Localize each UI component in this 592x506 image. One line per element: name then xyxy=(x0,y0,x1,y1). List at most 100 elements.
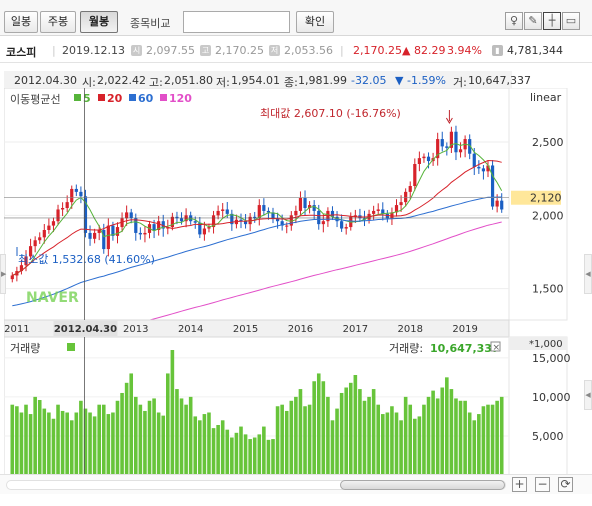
volume-bar xyxy=(326,396,330,474)
volume-bar xyxy=(120,392,124,474)
volume-bar xyxy=(358,389,362,474)
candle-body xyxy=(326,210,330,222)
candle-body xyxy=(170,216,174,228)
scroll-track[interactable] xyxy=(6,480,506,490)
change-value: 82.29 xyxy=(414,44,446,57)
volume-bar xyxy=(394,412,399,474)
candle-body xyxy=(472,153,476,167)
candle-body xyxy=(390,212,394,219)
candle-body xyxy=(157,221,161,230)
volume-unit-box xyxy=(509,337,567,350)
volume-current-value: 10,647,337 xyxy=(430,342,500,355)
volume-bar xyxy=(390,406,394,474)
volume-close-icon[interactable] xyxy=(490,341,501,352)
volume-bar xyxy=(330,420,335,474)
price-tick-label: 2,500 xyxy=(532,136,564,149)
candle-body xyxy=(340,221,344,229)
zoom-in-button[interactable]: + xyxy=(512,477,527,492)
volume-bar xyxy=(248,439,252,474)
reset-button[interactable]: ⟳ xyxy=(558,477,573,492)
ma5-line xyxy=(12,142,503,276)
crosshair-date-box xyxy=(53,321,118,336)
confirm-button[interactable]: 확인 xyxy=(296,11,334,33)
volume-bar xyxy=(403,396,408,474)
volume-bar xyxy=(74,412,79,474)
volume-bar xyxy=(28,414,33,474)
candle-body xyxy=(24,256,28,266)
tab-weekly[interactable]: 주봉 xyxy=(40,11,76,33)
volume-bar xyxy=(42,408,47,474)
candle-body xyxy=(138,232,142,235)
zoom-out-button[interactable]: − xyxy=(535,477,550,492)
candle-body xyxy=(381,209,385,214)
tab-daily[interactable]: 일봉 xyxy=(4,11,38,33)
candle-body xyxy=(449,131,453,148)
volume-legend-swatch xyxy=(67,343,75,351)
candle-body xyxy=(385,213,389,219)
time-tick-label: 2014 xyxy=(178,324,203,335)
open-badge: 시 xyxy=(131,45,142,56)
candle-body xyxy=(294,210,298,216)
naver-watermark: NAVER xyxy=(26,290,79,306)
time-tick-label: 2016 xyxy=(288,324,313,335)
info-open-label: 시: xyxy=(82,76,96,89)
volume-bar xyxy=(344,387,348,474)
candle-body xyxy=(312,205,316,211)
pencil-icon[interactable]: ✎ xyxy=(524,12,542,30)
candle-body xyxy=(42,230,46,238)
max-annotation: 최대값 2,607.10 (-16.76%) xyxy=(260,107,401,120)
compare-input[interactable] xyxy=(183,11,290,33)
candle-body xyxy=(225,209,229,214)
index-name: 코스피 xyxy=(6,46,37,59)
volume-bar xyxy=(316,373,321,474)
scroll-left-arrow-icon[interactable]: ◀ xyxy=(584,254,592,294)
volume-tick-label: 10,000 xyxy=(532,391,570,404)
last-price-box xyxy=(511,190,561,205)
candle-body xyxy=(143,232,147,235)
candle-body xyxy=(111,225,115,236)
ma20-line xyxy=(12,159,502,276)
chart-toolbar: 일봉 주봉 월봉 종목비교 확인 ♀ ✎ ┼ ▭ xyxy=(0,0,592,36)
volume-bar xyxy=(348,382,353,474)
info-change: -32.05 xyxy=(351,74,387,87)
volume-bar xyxy=(417,416,422,474)
candle-body xyxy=(440,139,444,147)
scroll-thumb[interactable] xyxy=(340,480,505,490)
ma-legend-label: 120 xyxy=(169,92,192,105)
volume-bar xyxy=(435,398,440,474)
volume-bar xyxy=(280,404,284,474)
candle-body xyxy=(93,232,97,239)
volume-bar xyxy=(385,412,390,474)
volume-bar xyxy=(179,398,184,474)
candle-body xyxy=(330,210,335,217)
candle-body xyxy=(152,224,156,230)
info-change-percent: -1.59% xyxy=(407,74,446,87)
volume-tick-label: 5,000 xyxy=(532,430,564,443)
volume-bar xyxy=(289,400,294,474)
volume-bar xyxy=(454,398,458,474)
candle-body xyxy=(28,246,33,257)
volume-bar xyxy=(303,406,307,474)
volume-side-arrow-icon[interactable]: ◀ xyxy=(584,380,592,410)
crosshair-icon[interactable]: ┼ xyxy=(543,12,561,30)
high-value: 2,170.25 xyxy=(215,44,264,57)
info-low: 1,954.01 xyxy=(231,74,280,87)
bar-mode-icon[interactable]: ▭ xyxy=(562,12,580,30)
tab-monthly[interactable]: 월봉 xyxy=(80,11,118,33)
info-volume: 10,647,337 xyxy=(468,74,531,87)
volume-bar xyxy=(152,398,156,474)
scale-label[interactable]: linear xyxy=(530,91,562,104)
volume-bar xyxy=(56,404,60,474)
high-badge: 고 xyxy=(200,45,211,56)
indicator-icon[interactable]: ♀ xyxy=(505,12,523,30)
scroll-left-edge-icon[interactable]: ▶ xyxy=(0,254,6,294)
volume-bar xyxy=(97,404,101,474)
info-high: 2,051.80 xyxy=(164,74,213,87)
candle-body xyxy=(413,164,417,186)
candle-body xyxy=(394,205,399,213)
price-plot-area xyxy=(4,88,510,321)
ma-legend: 5 20 60 120 xyxy=(74,92,192,105)
low-value: 2,053.56 xyxy=(284,44,333,57)
price-chart[interactable]: 1,500 2,000 2,500 2,120 이동평균선 5 20 60 120 line… xyxy=(4,88,570,478)
